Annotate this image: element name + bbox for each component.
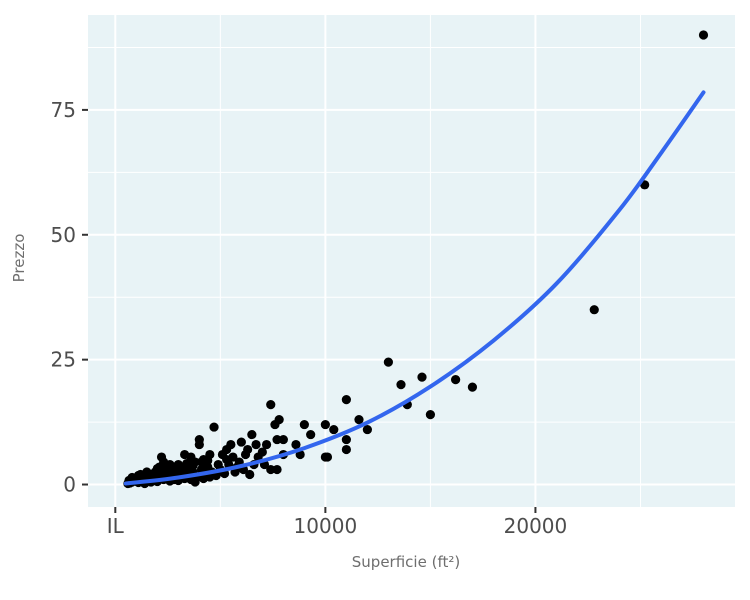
data-point [261, 439, 272, 450]
data-point [266, 400, 276, 410]
y-axis-title: Prezzo [10, 234, 28, 283]
data-point [152, 463, 162, 474]
y-tick-label: 75 [51, 98, 76, 122]
data-point [251, 439, 261, 450]
data-point [194, 439, 204, 450]
y-tick-label: 50 [51, 223, 76, 247]
data-point [180, 449, 190, 460]
data-point [354, 414, 364, 425]
data-point [159, 457, 169, 467]
y-tick-label: 25 [51, 348, 76, 372]
data-point [291, 439, 301, 450]
plot-panel [88, 15, 735, 507]
data-point [299, 419, 309, 430]
data-point [222, 444, 232, 455]
data-point [425, 409, 436, 420]
data-point [272, 464, 282, 475]
data-point [203, 455, 213, 466]
data-point [266, 464, 276, 475]
data-point [341, 395, 351, 405]
tick-labels: IL 10000 20000 0 25 50 75 [51, 98, 568, 538]
data-point [467, 382, 478, 392]
data-point [322, 452, 333, 462]
data-point [417, 372, 427, 382]
data-point [698, 30, 709, 40]
x-tick-label: 10000 [294, 514, 358, 538]
data-point [272, 434, 282, 445]
data-point [451, 375, 461, 385]
data-point [362, 424, 372, 435]
x-tick-label: 20000 [504, 514, 568, 538]
data-point [140, 470, 150, 481]
data-point [188, 460, 198, 471]
data-point [396, 380, 406, 390]
data-point [306, 429, 316, 440]
data-point [247, 429, 257, 440]
data-point [222, 454, 232, 465]
data-point [190, 477, 200, 487]
data-point [245, 469, 255, 480]
data-point [320, 419, 330, 430]
data-point [236, 437, 246, 447]
data-point [341, 444, 351, 455]
data-point [341, 434, 351, 445]
data-point [383, 357, 393, 367]
data-point [329, 424, 339, 435]
data-point [240, 449, 251, 460]
minor-gridlines [88, 15, 735, 507]
data-point [278, 434, 288, 445]
x-axis-title: Superficie (ft²) [352, 553, 460, 571]
x-tick-label: IL [107, 514, 125, 538]
trend-line [123, 90, 706, 486]
y-tick-label: 0 [63, 473, 76, 497]
data-point [171, 461, 181, 472]
data-point [589, 305, 599, 315]
axis-ticks [82, 108, 537, 513]
data-point [209, 422, 219, 432]
data-point [274, 414, 284, 425]
